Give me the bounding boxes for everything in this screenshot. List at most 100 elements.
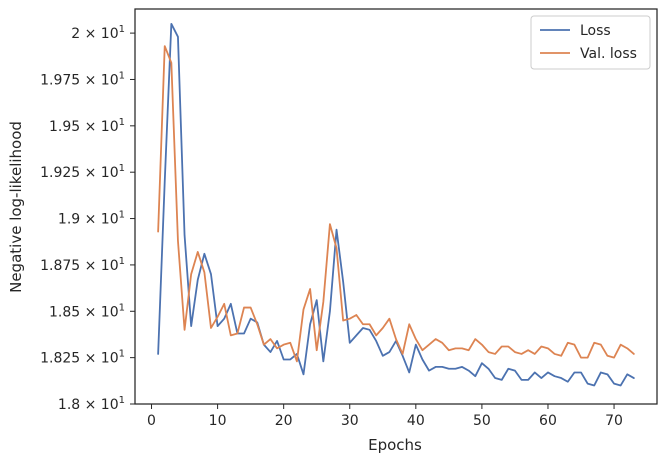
data-point-val-loss: [547, 347, 549, 349]
data-point-val-loss: [170, 62, 172, 64]
data-point-val-loss: [567, 342, 569, 344]
data-point-loss: [607, 373, 609, 375]
data-point-loss: [270, 351, 272, 353]
y-tick-label: 1.95 × 101: [49, 117, 125, 135]
y-tick-label: 1.85 × 101: [49, 302, 125, 320]
data-point-loss: [362, 327, 364, 329]
data-point-val-loss: [408, 323, 410, 325]
data-point-val-loss: [395, 338, 397, 340]
y-axis-label: Negative log-likelihood: [7, 121, 25, 293]
data-point-val-loss: [620, 344, 622, 346]
data-point-val-loss: [309, 288, 311, 290]
data-point-loss: [276, 340, 278, 342]
data-point-loss: [580, 372, 582, 374]
data-point-val-loss: [303, 309, 305, 311]
data-point-val-loss: [402, 353, 404, 355]
x-tick-label: 30: [341, 413, 359, 429]
data-point-val-loss: [342, 320, 344, 322]
data-point-val-loss: [296, 360, 298, 362]
data-point-loss: [157, 353, 159, 355]
data-point-loss: [170, 23, 172, 25]
data-point-val-loss: [534, 353, 536, 355]
data-point-val-loss: [230, 334, 232, 336]
data-point-loss: [250, 318, 252, 320]
data-point-loss: [197, 279, 199, 281]
data-point-val-loss: [388, 318, 390, 320]
data-point-loss: [507, 368, 509, 370]
data-point-loss: [540, 377, 542, 379]
data-point-loss: [190, 325, 192, 327]
data-point-loss: [402, 355, 404, 357]
data-point-val-loss: [554, 353, 556, 355]
data-point-val-loss: [276, 347, 278, 349]
data-point-loss: [441, 366, 443, 368]
data-point-val-loss: [428, 344, 430, 346]
data-point-loss: [230, 303, 232, 305]
data-point-loss: [448, 368, 450, 370]
data-point-val-loss: [422, 349, 424, 351]
data-point-loss: [593, 385, 595, 387]
data-point-loss: [521, 379, 523, 381]
data-point-loss: [289, 359, 291, 361]
data-point-val-loss: [197, 251, 199, 253]
data-point-val-loss: [177, 240, 179, 242]
data-point-val-loss: [474, 338, 476, 340]
data-point-loss: [428, 370, 430, 372]
legend: Loss Val. loss: [530, 15, 651, 70]
data-point-loss: [243, 333, 245, 335]
data-point-val-loss: [560, 355, 562, 357]
data-point-loss: [283, 359, 285, 361]
data-point-val-loss: [243, 307, 245, 309]
data-point-loss: [382, 355, 384, 357]
data-point-val-loss: [190, 273, 192, 275]
data-point-loss: [375, 340, 377, 342]
data-point-loss: [210, 273, 212, 275]
data-point-val-loss: [607, 355, 609, 357]
data-point-val-loss: [263, 344, 265, 346]
x-tick-label: 50: [473, 413, 491, 429]
y-tick-label: 1.875 × 101: [40, 256, 125, 274]
data-point-val-loss: [270, 338, 272, 340]
data-point-loss: [455, 368, 457, 370]
data-point-loss: [481, 362, 483, 364]
data-point-loss: [547, 372, 549, 374]
data-point-val-loss: [217, 316, 219, 318]
data-point-val-loss: [289, 342, 291, 344]
data-point-loss: [626, 373, 628, 375]
series-line-val-loss: [157, 45, 635, 363]
data-point-val-loss: [613, 357, 615, 359]
data-point-loss: [415, 344, 417, 346]
data-point-loss: [613, 383, 615, 385]
data-point-loss: [494, 377, 496, 379]
data-point-val-loss: [521, 353, 523, 355]
data-point-val-loss: [455, 347, 457, 349]
data-point-val-loss: [600, 344, 602, 346]
data-point-val-loss: [540, 346, 542, 348]
data-point-loss: [488, 368, 490, 370]
data-point-val-loss: [514, 351, 516, 353]
data-point-val-loss: [237, 333, 239, 335]
data-point-val-loss: [633, 353, 635, 355]
data-point-val-loss: [441, 342, 443, 344]
data-point-val-loss: [435, 338, 437, 340]
data-point-loss: [567, 381, 569, 383]
data-point-val-loss: [494, 353, 496, 355]
data-point-loss: [620, 385, 622, 387]
data-point-loss: [461, 366, 463, 368]
data-point-loss: [336, 229, 338, 231]
data-point-val-loss: [501, 346, 503, 348]
data-point-val-loss: [415, 338, 417, 340]
y-tick-label: 1.8 × 101: [58, 395, 125, 413]
y-tick-label: 1.825 × 101: [40, 349, 125, 367]
data-point-loss: [177, 36, 179, 38]
data-point-loss: [388, 351, 390, 353]
y-tick-label: 1.925 × 101: [40, 163, 125, 181]
data-point-val-loss: [283, 344, 285, 346]
data-point-loss: [369, 329, 371, 331]
x-tick-label: 0: [147, 413, 156, 429]
data-point-loss: [164, 181, 166, 183]
data-point-val-loss: [375, 334, 377, 336]
data-point-loss: [501, 379, 503, 381]
data-point-loss: [316, 299, 318, 301]
